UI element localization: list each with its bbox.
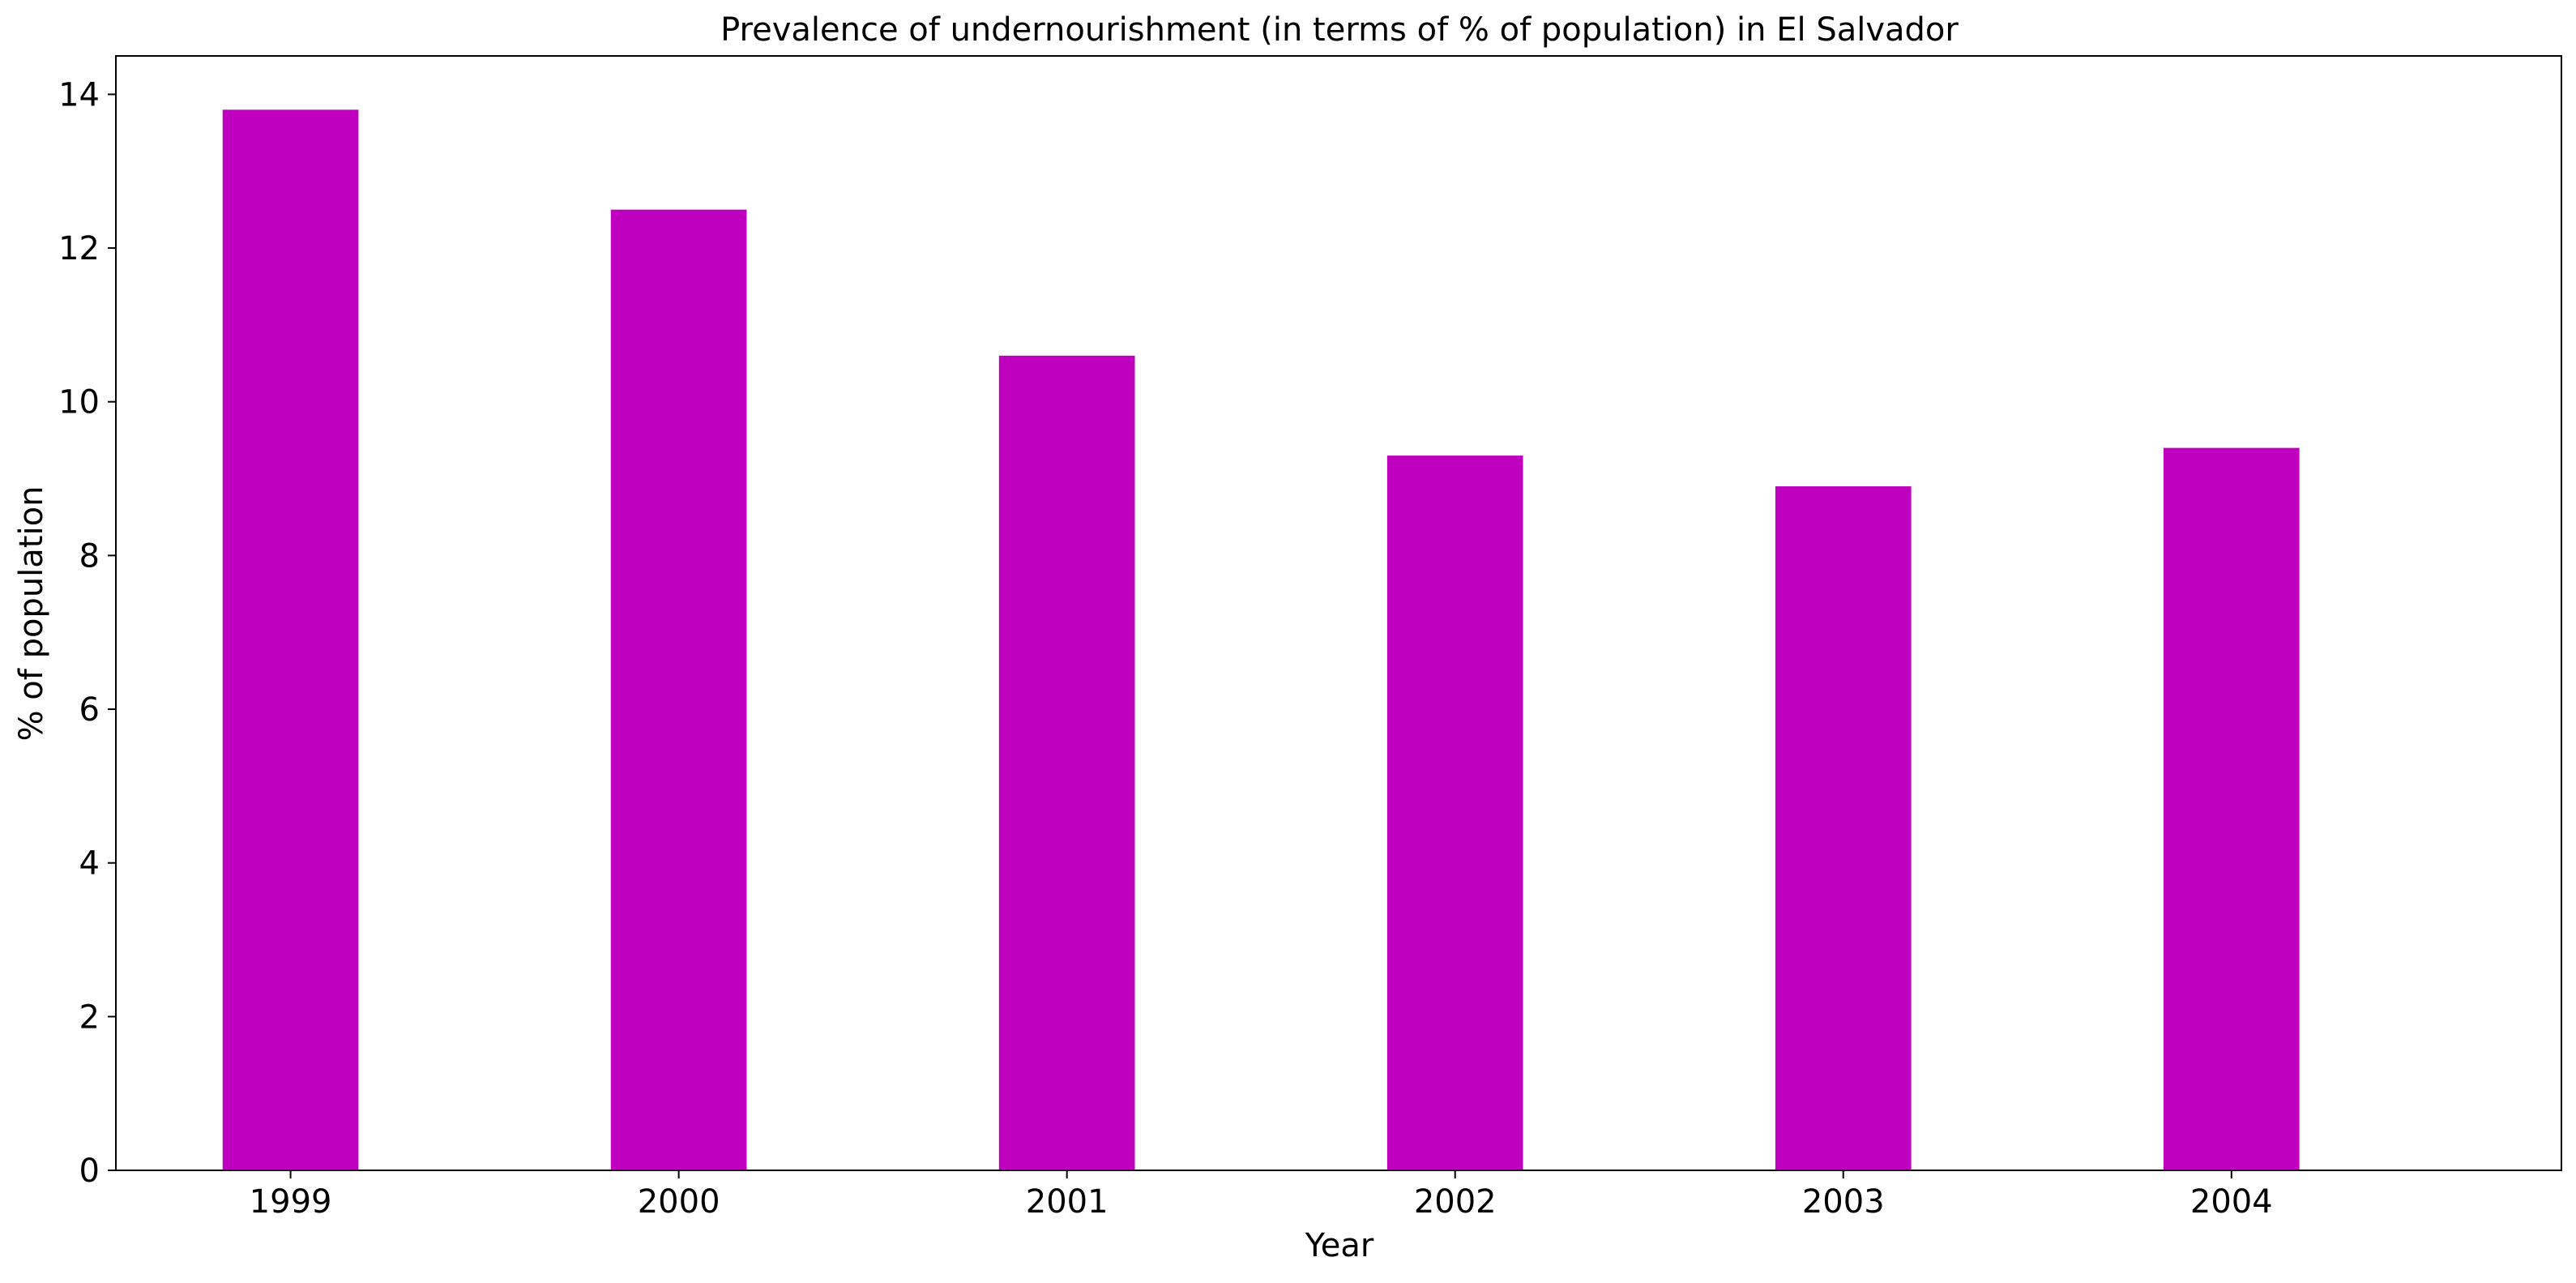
bar-2003 [1775,486,1912,1170]
bar-2004 [2163,447,2300,1170]
bar-2000 [610,209,747,1171]
y-tick-label: 6 [79,691,100,729]
y-tick-label: 14 [58,76,100,113]
x-tick-label: 2004 [2190,1183,2273,1221]
y-axis-title: % of population [13,486,50,742]
y-tick-label: 10 [58,384,100,421]
bar-2002 [1386,455,1523,1170]
y-tick-label: 4 [79,845,100,883]
chart-title: Prevalence of undernourishment (in terms… [720,11,1959,49]
x-axis-ticks: 1999 2000 2001 2002 2003 2004 [250,1170,2273,1221]
y-tick-label: 8 [79,537,100,575]
x-axis-title: Year [1305,1227,1374,1264]
x-tick-label: 2001 [1026,1183,1109,1221]
y-tick-label: 0 [79,1153,100,1190]
x-tick-label: 2000 [638,1183,720,1221]
plot-frame [115,55,2562,1171]
bar-2001 [998,355,1135,1170]
x-tick-label: 2003 [1802,1183,1885,1221]
bars-layer [222,109,2300,1171]
x-tick-label: 1999 [250,1183,332,1221]
y-tick-label: 2 [79,999,100,1036]
y-axis-ticks: 0 2 4 6 8 10 12 14 [58,76,116,1190]
y-tick-label: 12 [58,230,100,267]
bar-1999 [222,109,359,1171]
x-tick-label: 2002 [1414,1183,1497,1221]
